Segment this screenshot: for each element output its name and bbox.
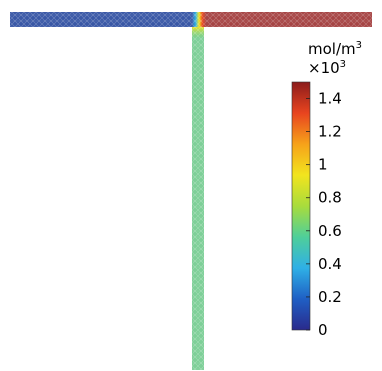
mesh-overlay-top [10,12,372,27]
colorbar-tick-label: 0.2 [318,288,342,306]
colorbar-gradient-bar [291,81,311,331]
colorbar-tick-label: 0.6 [318,222,342,240]
t-junction-geometry [10,12,372,370]
colorbar-unit-line1: mol/m3 [308,40,362,58]
colorbar-tick-label: 1.2 [318,123,342,141]
colorbar: mol/m3 ×103 0 0.2 0.4 0.6 0.8 1 1.2 1.4 [291,40,362,339]
colorbar-unit-line2: ×103 [308,59,346,77]
colorbar-ticks: 0 0.2 0.4 0.6 0.8 1 1.2 1.4 [306,90,342,339]
colorbar-tick-label: 0.8 [318,189,342,207]
colorbar-tick-label: 0 [318,321,328,339]
colorbar-tick-label: 0.4 [318,255,342,273]
colorbar-tick-label: 1 [318,156,328,174]
colorbar-tick-label: 1.4 [318,90,342,108]
mesh-overlay-outlet [192,27,204,370]
